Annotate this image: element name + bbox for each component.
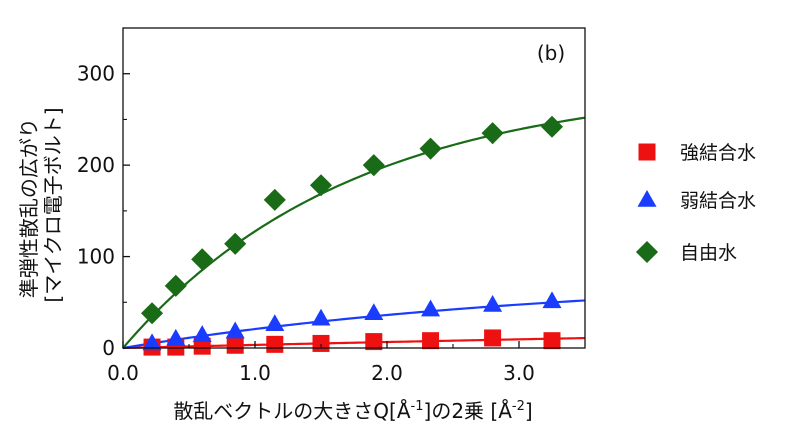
y-tick-label: 300	[77, 62, 115, 86]
fit-curves	[122, 116, 586, 350]
data-point	[265, 314, 285, 332]
legend-label: 弱結合水	[680, 190, 756, 212]
x-axis-title-sup1: -1	[411, 399, 424, 414]
legend-marker	[635, 240, 659, 264]
data-point	[364, 303, 384, 321]
x-axis-title-sup2: -2	[512, 399, 525, 414]
data-point	[191, 248, 214, 271]
y-tick-label: 200	[77, 153, 115, 177]
x-axis-title-end: ]	[525, 399, 533, 423]
x-tick-label: 1.0	[239, 361, 271, 385]
data-point	[422, 332, 440, 350]
data-point	[483, 295, 503, 312]
data-point	[266, 335, 284, 353]
data-point	[540, 115, 564, 138]
axis-ticks: 0.0 1.0 2.0 3.0 0 100 200 300	[77, 62, 535, 385]
data-point	[311, 308, 331, 326]
x-axis-title-mid: ]の2乗 [Å	[424, 399, 513, 423]
x-axis-title-main: 散乱ベクトルの大きさQ[Å	[173, 399, 411, 423]
legend-label: 強結合水	[680, 142, 756, 164]
data-markers	[140, 115, 564, 356]
legend-label: 自由水	[680, 242, 737, 264]
fit-line	[122, 336, 586, 350]
data-point	[362, 154, 385, 177]
data-point	[365, 333, 383, 351]
data-point	[481, 122, 504, 145]
data-point	[312, 334, 330, 352]
data-point	[421, 299, 441, 317]
panel-label: (b)	[537, 41, 565, 65]
data-point	[309, 174, 333, 197]
x-tick-label: 2.0	[371, 361, 403, 385]
data-point	[419, 137, 442, 160]
fit-line	[122, 299, 586, 350]
legend-marker	[637, 189, 657, 207]
data-point	[225, 321, 245, 339]
data-point	[142, 333, 162, 351]
data-point	[263, 188, 286, 211]
y-tick-label: 0	[102, 336, 115, 360]
legend-marker	[638, 143, 656, 161]
y-axis-title-line2: [マイクロ電子ボルト]	[41, 107, 65, 302]
x-axis-title: 散乱ベクトルの大きさQ[Å-1]の2乗 [Å-2]	[173, 399, 532, 423]
x-tick-label: 3.0	[503, 361, 535, 385]
data-point	[224, 232, 247, 255]
data-point	[164, 274, 187, 297]
data-point	[543, 332, 561, 350]
plot-frame	[122, 27, 586, 349]
y-axis-title: 準弾性散乱の広がり [マイクロ電子ボルト]	[17, 107, 65, 302]
y-tick-label: 100	[77, 245, 115, 269]
data-point	[226, 336, 244, 354]
y-axis-title-line1: 準弾性散乱の広がり	[17, 118, 41, 298]
x-tick-label: 0.0	[107, 361, 139, 385]
data-point	[484, 329, 502, 347]
data-point	[166, 328, 186, 346]
fit-line	[122, 116, 586, 349]
data-point	[192, 325, 212, 342]
data-point	[140, 302, 164, 325]
data-point	[542, 291, 562, 309]
